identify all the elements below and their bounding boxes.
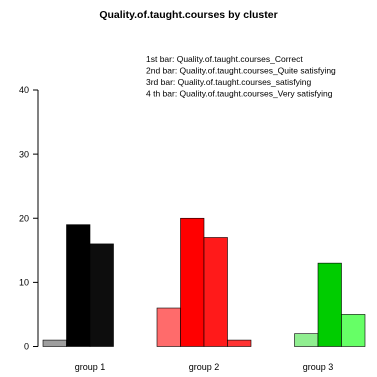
x-tick-label: group 1 (75, 362, 106, 372)
x-tick-label: group 2 (189, 362, 220, 372)
y-tick-label: 10 (19, 278, 29, 288)
bar (156, 307, 181, 347)
bar (227, 339, 252, 347)
bar (180, 217, 205, 347)
chart-title: Quality.of.taught.courses by cluster (99, 9, 277, 21)
bars (42, 217, 366, 347)
legend-entry: 2nd bar: Quality.of.taught.courses_Quite… (146, 66, 336, 76)
bar (294, 333, 319, 347)
y-tick-label: 20 (19, 213, 29, 223)
bar (42, 339, 67, 347)
y-tick-label: 30 (19, 149, 29, 159)
bar (66, 224, 91, 347)
bar (317, 262, 342, 347)
legend-entry: 4 th bar: Quality.of.taught.courses_Very… (146, 89, 333, 99)
bar (203, 237, 228, 347)
legend: 1st bar: Quality.of.taught.courses_Corre… (146, 54, 336, 99)
bar (341, 314, 366, 347)
legend-entry: 1st bar: Quality.of.taught.courses_Corre… (146, 54, 303, 64)
bar (89, 243, 114, 347)
y-tick-label: 40 (19, 85, 29, 95)
y-axis: 0 10 20 30 40 (19, 85, 39, 352)
y-tick-label: 0 (24, 342, 29, 352)
x-tick-label: group 3 (303, 362, 334, 372)
x-axis-labels: group 1 group 2 group 3 (75, 362, 334, 372)
legend-entry: 3rd bar: Quality.of.taught.courses_satis… (146, 77, 311, 87)
